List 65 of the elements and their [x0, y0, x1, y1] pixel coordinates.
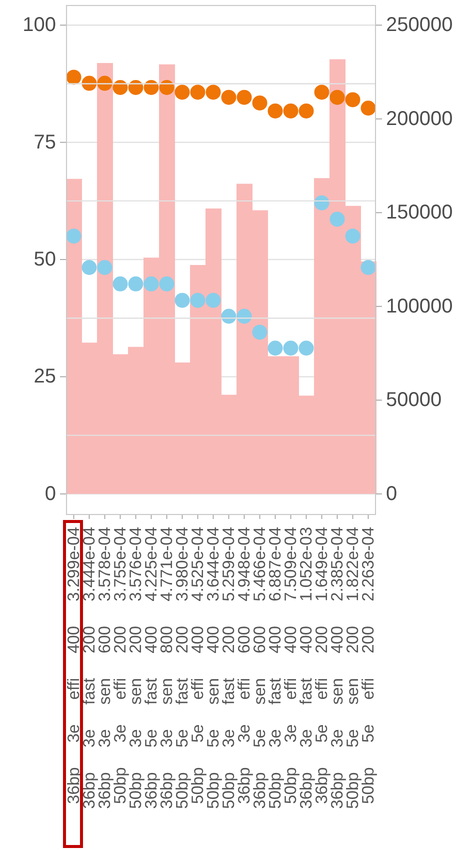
point [268, 103, 283, 118]
y2-tick-label: 100000 [386, 295, 453, 318]
point [174, 292, 190, 308]
point [174, 84, 190, 100]
point [159, 276, 174, 292]
point [97, 260, 112, 275]
point [190, 84, 206, 100]
y-tick-label: 25 [34, 366, 56, 388]
x-tick-label: 36bp 3e sen 600 3.578e-04 [96, 527, 114, 809]
x-tick-label: 50bp 3e fast 400 6.887e-04 [266, 527, 284, 809]
y-tick-label: 0 [44, 482, 56, 505]
x-tick-label: 50bp 5e sen 400 3.644e-04 [204, 527, 222, 809]
x-tick-label: 36bp 3e sen 400 2.385e-04 [328, 527, 346, 809]
x-tick-label: 50bp 5e effi 200 2.263e-04 [359, 527, 378, 804]
x-tick-label: 50bp 3e effi 400 7.509e-04 [282, 527, 300, 804]
y-tick-label: 50 [34, 248, 56, 271]
x-tick-label: 36bp 3e effi 400 3.299e-04 [64, 527, 83, 804]
point [66, 228, 82, 244]
x-tick-label: 36bp 3e sen 800 4.771e-04 [158, 527, 176, 809]
point [283, 103, 298, 118]
point [360, 260, 376, 275]
point [330, 212, 345, 227]
point [314, 195, 330, 210]
y-tick-label: 100 [22, 14, 56, 36]
x-tick-label: 36bp 5e sen 600 5.466e-04 [250, 527, 269, 809]
point [298, 340, 314, 356]
x-tick-label: 50bp 3e fast 200 5.259e-04 [220, 527, 238, 809]
x-tick-label: 36bp 5e effi 200 1.649e-04 [312, 527, 331, 804]
y-tick-label: 75 [34, 131, 56, 154]
point [330, 90, 345, 105]
point [66, 70, 82, 85]
point [268, 340, 283, 356]
x-tick-label: 50bp 3e sen 200 3.576e-04 [126, 527, 145, 809]
point [221, 308, 236, 324]
point [112, 276, 128, 292]
y2-tick-label: 50000 [386, 389, 442, 412]
point [283, 340, 298, 356]
x-tick-label: 36bp 3e fast 400 1.052e-03 [297, 527, 316, 809]
point [144, 276, 159, 292]
point [360, 100, 376, 116]
x-tick-label: 50bp 5e fast 200 3.980e-04 [173, 527, 192, 809]
y2-tick-label: 0 [386, 482, 398, 505]
x-tick-label: 36bp 3e fast 200 3.444e-04 [80, 527, 98, 809]
point [236, 308, 252, 324]
y2-tick-label: 250000 [386, 14, 453, 36]
point [221, 90, 236, 105]
point [252, 95, 268, 110]
point [206, 84, 221, 100]
point [298, 103, 314, 118]
point [128, 276, 144, 292]
point [314, 84, 330, 100]
y2-tick-label: 150000 [386, 202, 453, 224]
point [190, 292, 206, 308]
x-tick-label: 36bp 3e effi 600 4.948e-04 [235, 527, 254, 804]
point [206, 292, 221, 308]
y2-tick-label: 200000 [386, 108, 453, 130]
x-tick-label: 50bp 5e sen 200 1.822e-04 [344, 527, 362, 809]
point [252, 324, 268, 340]
x-tick-label: 36bp 5e fast 400 4.225e-04 [142, 527, 160, 809]
x-tick-label: 50bp 5e effi 400 4.525e-04 [188, 527, 207, 804]
x-tick-label: 50bp 3e effi 200 3.755e-04 [111, 527, 130, 804]
point [82, 260, 97, 275]
point [236, 90, 252, 105]
point [345, 92, 360, 108]
point [345, 228, 360, 244]
